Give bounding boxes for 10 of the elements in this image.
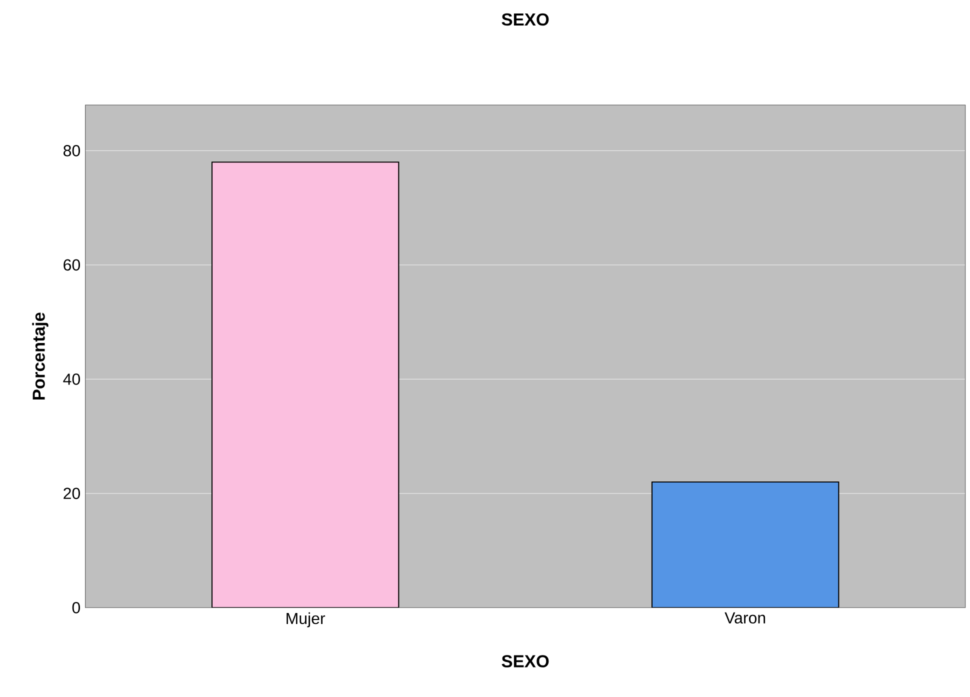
x-tick-label: Varon bbox=[724, 612, 766, 624]
y-tick-label: 20 bbox=[64, 488, 80, 500]
y-tick-label: 60 bbox=[64, 259, 80, 271]
x-tick-label: Mujer bbox=[286, 612, 326, 628]
y-tick-label: 80 bbox=[64, 145, 80, 156]
y-tick-label: 0 bbox=[72, 602, 80, 614]
chart-title: SEXO bbox=[502, 13, 549, 26]
y-tick-label: 40 bbox=[63, 374, 80, 385]
x-axis-title: SEXO bbox=[502, 655, 549, 668]
y-axis-title: Porcentaje bbox=[32, 312, 48, 400]
